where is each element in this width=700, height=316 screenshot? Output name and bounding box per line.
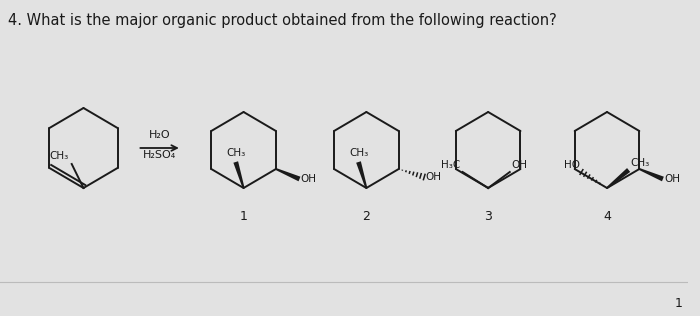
- Text: 2: 2: [363, 210, 370, 223]
- Text: CH₃: CH₃: [631, 158, 650, 168]
- Polygon shape: [639, 168, 664, 181]
- Text: 4: 4: [603, 210, 611, 223]
- Text: 1: 1: [239, 210, 248, 223]
- Text: CH₃: CH₃: [226, 148, 246, 158]
- Polygon shape: [233, 161, 244, 188]
- Text: OH: OH: [664, 174, 680, 184]
- Polygon shape: [606, 168, 630, 189]
- Text: H₂SO₄: H₂SO₄: [143, 150, 176, 160]
- Text: H₂O: H₂O: [149, 130, 170, 140]
- Text: 1: 1: [675, 297, 682, 310]
- Text: OH: OH: [425, 172, 441, 182]
- Text: OH: OH: [300, 174, 316, 184]
- Text: HO: HO: [564, 160, 580, 170]
- Text: 4. What is the major organic product obtained from the following reaction?: 4. What is the major organic product obt…: [8, 13, 557, 28]
- Text: CH₃: CH₃: [349, 148, 368, 158]
- Text: OH: OH: [512, 160, 528, 170]
- Text: 3: 3: [484, 210, 492, 223]
- Polygon shape: [356, 161, 368, 188]
- Text: H₃C: H₃C: [442, 160, 461, 170]
- Text: CH₃: CH₃: [50, 151, 69, 161]
- Polygon shape: [276, 168, 300, 181]
